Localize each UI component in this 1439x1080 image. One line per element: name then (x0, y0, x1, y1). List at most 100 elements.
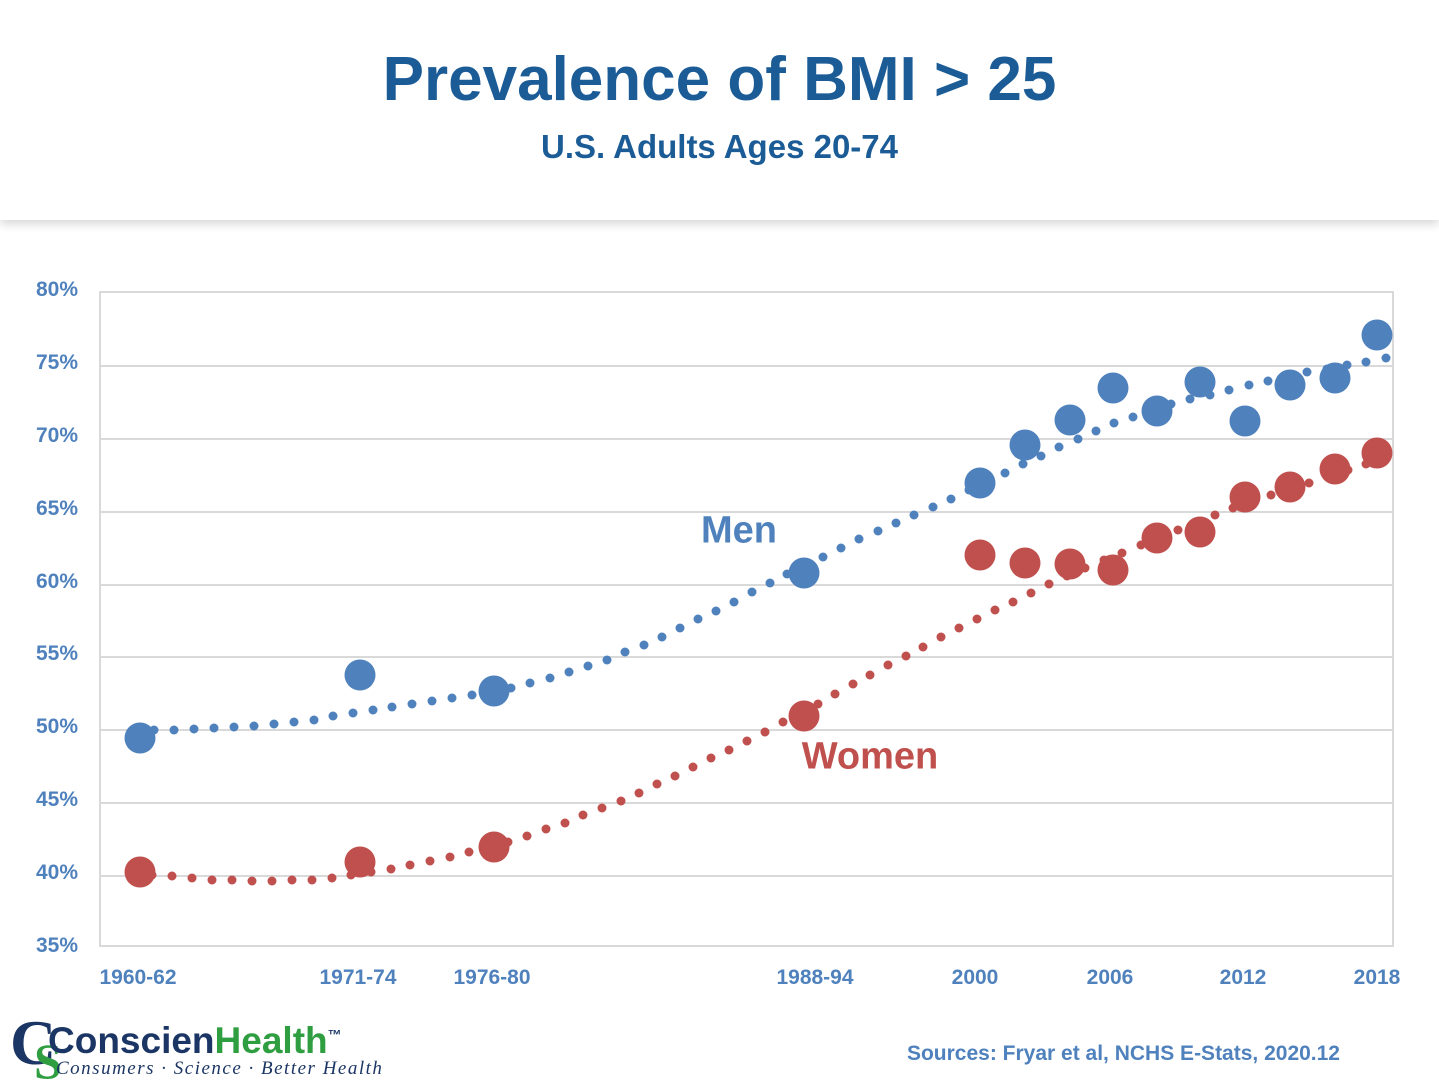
women-trend-dot (1266, 490, 1276, 500)
women-trend-dot (724, 745, 734, 755)
men-trend-dot (447, 693, 457, 703)
women-trend-dot (918, 642, 928, 652)
women-trend-dot (972, 614, 982, 624)
women-trend-dot (706, 753, 716, 763)
women-trend-dot (560, 818, 570, 828)
women-trend-dot (652, 779, 662, 789)
logo-name-health: Health (214, 1020, 328, 1061)
data-point-women-2003-04 (1054, 548, 1086, 580)
men-trend-dot (1224, 385, 1234, 395)
x-axis-label: 2006 (1086, 966, 1134, 989)
gridline (101, 364, 1392, 367)
men-trend-dot (189, 724, 199, 734)
gridline (101, 802, 1392, 805)
men-trend-dot (427, 696, 437, 706)
men-trend-dot (169, 725, 179, 735)
men-trend-dot (873, 526, 883, 536)
women-trend-dot (1136, 540, 1146, 550)
women-trend-dot (327, 873, 337, 883)
conscienhealth-logo: C S ConscienHealth™ Consumers · Science … (10, 1007, 382, 1080)
women-trend-dot (954, 623, 964, 633)
women-trend-dot (307, 875, 317, 885)
men-trend-dot (711, 606, 721, 616)
women-trend-dot (742, 736, 752, 746)
men-trend-dot (368, 705, 378, 715)
women-trend-dot (522, 831, 532, 841)
logo-name: ConscienHealth™ (48, 1020, 342, 1062)
women-trend-dot (541, 824, 551, 834)
men-trend-dot (1000, 468, 1010, 478)
women-trend-dot (688, 762, 698, 772)
data-point-men-2015-16 (1319, 362, 1351, 394)
logo-monogram-s: S (34, 1033, 62, 1080)
data-point-men-2017-18 (1361, 319, 1393, 351)
logo-tagline: Consumers · Science · Better Health (56, 1058, 384, 1079)
men-trend-dot (348, 708, 358, 718)
data-point-men-2003-04 (1054, 404, 1086, 436)
men-trend-dot (657, 632, 667, 642)
men-trend-dot (249, 721, 259, 731)
men-trend-dot (1263, 376, 1273, 386)
y-axis-label: 50% (35, 715, 78, 739)
gridline (101, 510, 1392, 513)
women-trend-dot (287, 875, 297, 885)
women-trend-dot (830, 689, 840, 699)
women-trend-dot (386, 864, 396, 874)
data-point-men-2011-12 (1229, 405, 1261, 437)
gridline (101, 437, 1392, 440)
men-trend-dot (525, 678, 535, 688)
men-trend-dot (209, 723, 219, 733)
sources-note: Sources: Fryar et al, NCHS E-Stats, 2020… (906, 1042, 1340, 1065)
women-trend-dot (1026, 588, 1036, 598)
women-trend-dot (227, 875, 237, 885)
men-trend-dot (309, 715, 319, 725)
data-point-women-2017-18 (1361, 437, 1393, 469)
men-trend-dot (729, 597, 739, 607)
page-subtitle: U.S. Adults Ages 20-74 (541, 128, 898, 165)
series-label-women: Women (801, 735, 939, 778)
plot-area (99, 291, 1394, 947)
y-axis-label: 75% (35, 350, 78, 374)
women-trend-dot (616, 796, 626, 806)
women-trend-dot (865, 670, 875, 680)
y-axis-label: 60% (35, 569, 78, 593)
women-trend-dot (1080, 563, 1090, 573)
data-point-women-1999-2000 (964, 539, 996, 571)
header-band (0, 0, 1439, 220)
gridline (101, 729, 1392, 732)
logo-trademark: ™ (327, 1026, 342, 1043)
data-point-women-2011-12 (1229, 481, 1261, 513)
women-trend-dot (848, 679, 858, 689)
men-trend-dot (1381, 353, 1391, 363)
y-axis-label: 80% (35, 278, 78, 301)
data-point-men-1976-80 (478, 675, 510, 707)
women-trend-dot (813, 699, 823, 709)
men-trend-dot (602, 655, 612, 665)
women-trend-dot (936, 632, 946, 642)
page-title: Prevalence of BMI > 25 (382, 45, 1057, 114)
x-axis-label: 1960-62 (99, 966, 177, 989)
men-trend-dot (1361, 357, 1371, 367)
data-point-women-1960-62 (124, 856, 156, 888)
data-point-women-2013-14 (1274, 471, 1306, 503)
women-trend-dot (425, 856, 435, 866)
data-point-men-2001-02 (1009, 429, 1041, 461)
data-point-women-2007-08 (1141, 522, 1173, 554)
men-trend-dot (1302, 367, 1312, 377)
men-trend-dot (620, 647, 630, 657)
men-trend-dot (782, 569, 792, 579)
women-trend-dot (464, 847, 474, 857)
men-trend-dot (747, 587, 757, 597)
data-point-men-2009-10 (1184, 366, 1216, 398)
women-trend-dot (1173, 525, 1183, 535)
data-point-men-1988-94 (788, 557, 820, 589)
logo-name-conscien: Conscien (48, 1020, 215, 1061)
women-trend-dot (207, 875, 217, 884)
logo-monogram-c: C (12, 1014, 56, 1078)
women-trend-dot (578, 810, 588, 820)
women-trend-dot (1008, 597, 1018, 607)
women-trend-dot (778, 717, 788, 727)
men-trend-dot (1073, 434, 1083, 444)
men-trend-dot (269, 719, 279, 729)
